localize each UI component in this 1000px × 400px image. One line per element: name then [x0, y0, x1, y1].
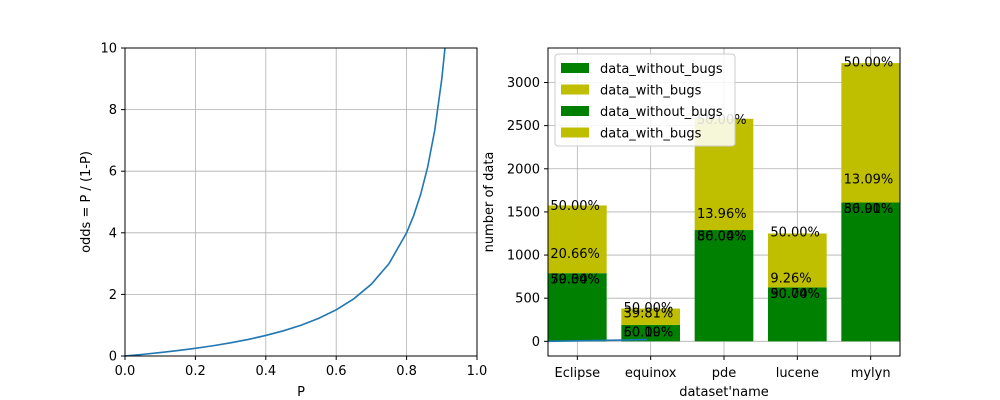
odds-subplot: 0.0 0.2 0.4 0.6 0.8 1.0 0 2 4 6 8 10 P odds = P / …: [79, 42, 487, 400]
dataset-legend: data_without_bugs data_with_bugs data_with…: [554, 53, 736, 147]
odds-x-tick-label: 0.2: [185, 364, 206, 379]
odds-y-tick-label: 2: [109, 288, 117, 303]
bar-lucene-data-with-bugs: [768, 233, 827, 288]
bar-percentage-label: 39.81%: [624, 306, 674, 321]
legend-label: data_without_bugs: [600, 62, 723, 77]
odds-x-tick-label: 0.0: [115, 364, 136, 379]
legend-swatch: [561, 127, 589, 138]
bar-percentage-label: 79.34%: [550, 273, 600, 288]
odds-x-axis-label: P: [297, 385, 305, 400]
odds-x-tick-label: 1.0: [467, 364, 488, 379]
odds-grid: [124, 47, 478, 357]
dataset-extra-line: [547, 338, 648, 343]
odds-y-ticks: 0 2 4 6 8 10: [100, 42, 125, 365]
bar-percentage-label: 50.00%: [844, 55, 894, 70]
odds-y-tick-label: 6: [109, 165, 117, 180]
odds-y-tick-label: 4: [109, 226, 117, 241]
dataset-y-tick-label: 2500: [507, 119, 540, 134]
dataset-y-tick-label: 0: [532, 335, 540, 350]
legend-label: data_with_bugs: [600, 127, 702, 142]
legend-box: [554, 53, 736, 147]
bar-percentage-label: 13.09%: [844, 173, 894, 188]
bar-percentage-label: 50.00%: [624, 301, 674, 316]
dataset-y-tick-label: 2000: [507, 162, 540, 177]
odds-curve-group: [124, 47, 446, 357]
odds-y-tick-label: 0: [109, 350, 117, 365]
dataset-x-tick-label: equinox: [625, 366, 677, 381]
bar-equinox-data-without-bugs: [621, 324, 680, 342]
odds-x-tick-label: 0.8: [396, 364, 417, 379]
bar-percentage-label: 50.00%: [624, 325, 674, 340]
bar-percentage-label: 50.00%: [770, 287, 820, 302]
odds-x-tick-label: 0.6: [326, 364, 347, 379]
bar-percentage-label: 50.00%: [550, 199, 600, 214]
bar-mylyn-data-with-bugs: [841, 63, 900, 203]
legend-swatch: [561, 63, 589, 73]
bar-percentage-label: 50.00%: [697, 230, 747, 245]
dataset-x-tick-label: lucene: [776, 366, 819, 381]
dataset-x-tick-label: pde: [712, 366, 737, 381]
dataset-y-tick-label: 1500: [507, 205, 540, 220]
bar-pde-data-without-bugs: [694, 230, 754, 342]
odds-y-tick-label: 8: [109, 103, 117, 118]
bar-eclipse-data-with-bugs: [548, 205, 607, 274]
dataset-x-tick-label: mylyn: [851, 366, 891, 381]
odds-curve: [124, 47, 446, 357]
odds-axes-frame: [124, 47, 478, 357]
dataset-x-axis-label: dataset'name: [679, 385, 769, 400]
bar-percentage-label: 9.26%: [770, 271, 811, 286]
bar-percentage-label: 90.74%: [770, 287, 820, 302]
dataset-x-ticks: Eclipse equinox pde lucene mylyn: [555, 356, 891, 381]
dataset-y-tick-label: 3000: [507, 76, 540, 91]
bar-percentage-label: 20.66%: [550, 247, 600, 262]
bar-percentage-label: 60.19%: [624, 325, 674, 340]
legend-label: data_without_bugs: [600, 105, 723, 120]
bar-lucene-data-without-bugs: [768, 287, 827, 342]
legend-label: data_with_bugs: [600, 84, 702, 99]
bar-percentage-label: 13.96%: [697, 207, 747, 222]
bar-percentage-label: 50.00%: [550, 273, 600, 288]
dataset-x-tick-label: Eclipse: [555, 366, 601, 381]
bar-percentage-label: 86.91%: [844, 202, 894, 217]
dataset-y-ticks: 0 500 1000 1500 2000 2500 3000: [507, 76, 548, 350]
bar-equinox-data-with-bugs: [621, 308, 680, 325]
bar-percentage-label: 50.00%: [770, 225, 820, 240]
odds-y-tick-label: 10: [100, 42, 117, 57]
odds-x-ticks: 0.0 0.2 0.4 0.6 0.8 1.0: [115, 356, 488, 379]
dataset-extra-line-group: [547, 338, 648, 343]
bar-percentage-label: 50.00%: [844, 202, 894, 217]
dataset-y-tick-label: 500: [515, 292, 540, 307]
bar-percentage-label: 86.04%: [697, 230, 747, 245]
legend-swatch: [561, 106, 589, 116]
dataset-subplot: Eclipse equinox pde lucene mylyn 0 500 1000 150…: [482, 47, 901, 400]
bar-eclipse-data-without-bugs: [548, 273, 607, 342]
odds-x-tick-label: 0.4: [255, 364, 276, 379]
dataset-y-axis-label: number of data: [482, 152, 497, 253]
bar-mylyn-data-without-bugs: [841, 202, 900, 342]
dataset-y-tick-label: 1000: [507, 249, 540, 264]
odds-y-axis-label: odds = P / (1-P): [79, 151, 94, 253]
legend-swatch: [561, 84, 589, 95]
